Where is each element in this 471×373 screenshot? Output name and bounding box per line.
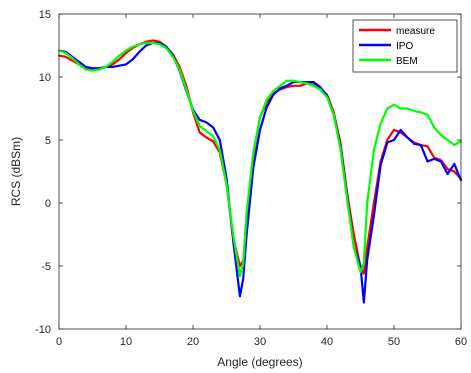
x-tick-label: 20 [187,336,199,348]
x-tick-label: 0 [56,336,62,348]
y-tick-label: 15 [39,9,51,21]
y-tick-label: -10 [35,324,51,336]
x-tick-label: 50 [388,336,400,348]
y-tick-label: 0 [45,198,51,210]
x-tick-label: 40 [321,336,333,348]
legend: measure IPO BEM [353,20,457,72]
x-tick-label: 60 [455,336,467,348]
x-tick-label: 30 [254,336,266,348]
y-tick-label: 5 [45,135,51,147]
y-tick-label: -5 [41,261,51,273]
legend-label: measure [396,26,435,37]
legend-label: IPO [396,41,413,52]
y-axis-label: RCS (dBSm) [9,137,23,206]
y-tick-label: 10 [39,72,51,84]
legend-label: BEM [396,56,418,67]
x-tick-label: 10 [120,336,132,348]
x-axis-label: Angle (degrees) [217,355,302,369]
